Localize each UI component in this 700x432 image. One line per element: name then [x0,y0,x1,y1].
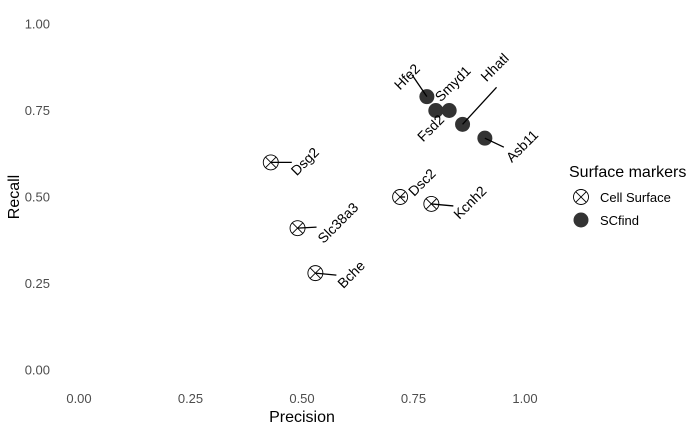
leader-line-kcnh2 [431,203,454,207]
point-labels: Dsg2 Slc38a3 Bche Dsc2 Kcnh2 Hfe2 Smyd1 Fsd2 Hha… [270,50,542,291]
point-label-asb11: Asb11 [503,127,542,166]
x-axis-title: Precision [269,409,335,426]
x-tick-label: 0.25 [178,391,203,406]
leader-line-hhatl [462,86,498,125]
point-label-slc38a3: Slc38a3 [314,199,361,246]
leader-line-bche [315,272,337,276]
point-label-hfe2: Hfe2 [391,60,423,92]
x-tick-label: 0.50 [289,391,314,406]
y-tick-label: 1.00 [25,17,50,32]
point-label-hhatl: Hhatl [477,50,511,84]
y-axis-title: Recall [6,175,23,219]
y-tick-label: 0.75 [25,103,50,118]
x-tick-label: 1.00 [512,391,537,406]
legend-title: Surface markers [569,164,686,181]
y-tick-label: 0.25 [25,276,50,291]
legend-key-scfind [573,212,589,228]
legend-label-scfind: SCfind [600,213,639,228]
x-tick-label: 0.75 [401,391,426,406]
legend: Surface markers Cell Surface SCfind [569,164,686,228]
point-label-dsg2: Dsg2 [288,144,323,179]
x-tick-label: 0.00 [66,391,91,406]
x-axis-ticks: 0.00 0.25 0.50 0.75 1.00 [66,391,537,406]
point-label-bche: Bche [334,257,368,291]
point-label-smyd1: Smyd1 [432,62,474,104]
plot-points [262,89,493,282]
point-label-dsc2: Dsc2 [405,165,439,199]
point-smyd1 [428,103,444,118]
y-axis-ticks: 0.00 0.25 0.50 0.75 1.00 [25,17,50,378]
point-label-fsd2: Fsd2 [414,111,447,144]
y-tick-label: 0.00 [25,363,50,378]
point-label-kcnh2: Kcnh2 [450,183,490,223]
leader-line-slc38a3 [297,226,317,229]
leader-line-hfe2 [411,74,428,98]
y-tick-label: 0.50 [25,190,50,205]
legend-key-cell-surface [573,189,589,205]
leader-line-asb11 [484,137,505,148]
point-fsd2 [441,103,457,118]
legend-label-cell-surface: Cell Surface [600,190,671,205]
